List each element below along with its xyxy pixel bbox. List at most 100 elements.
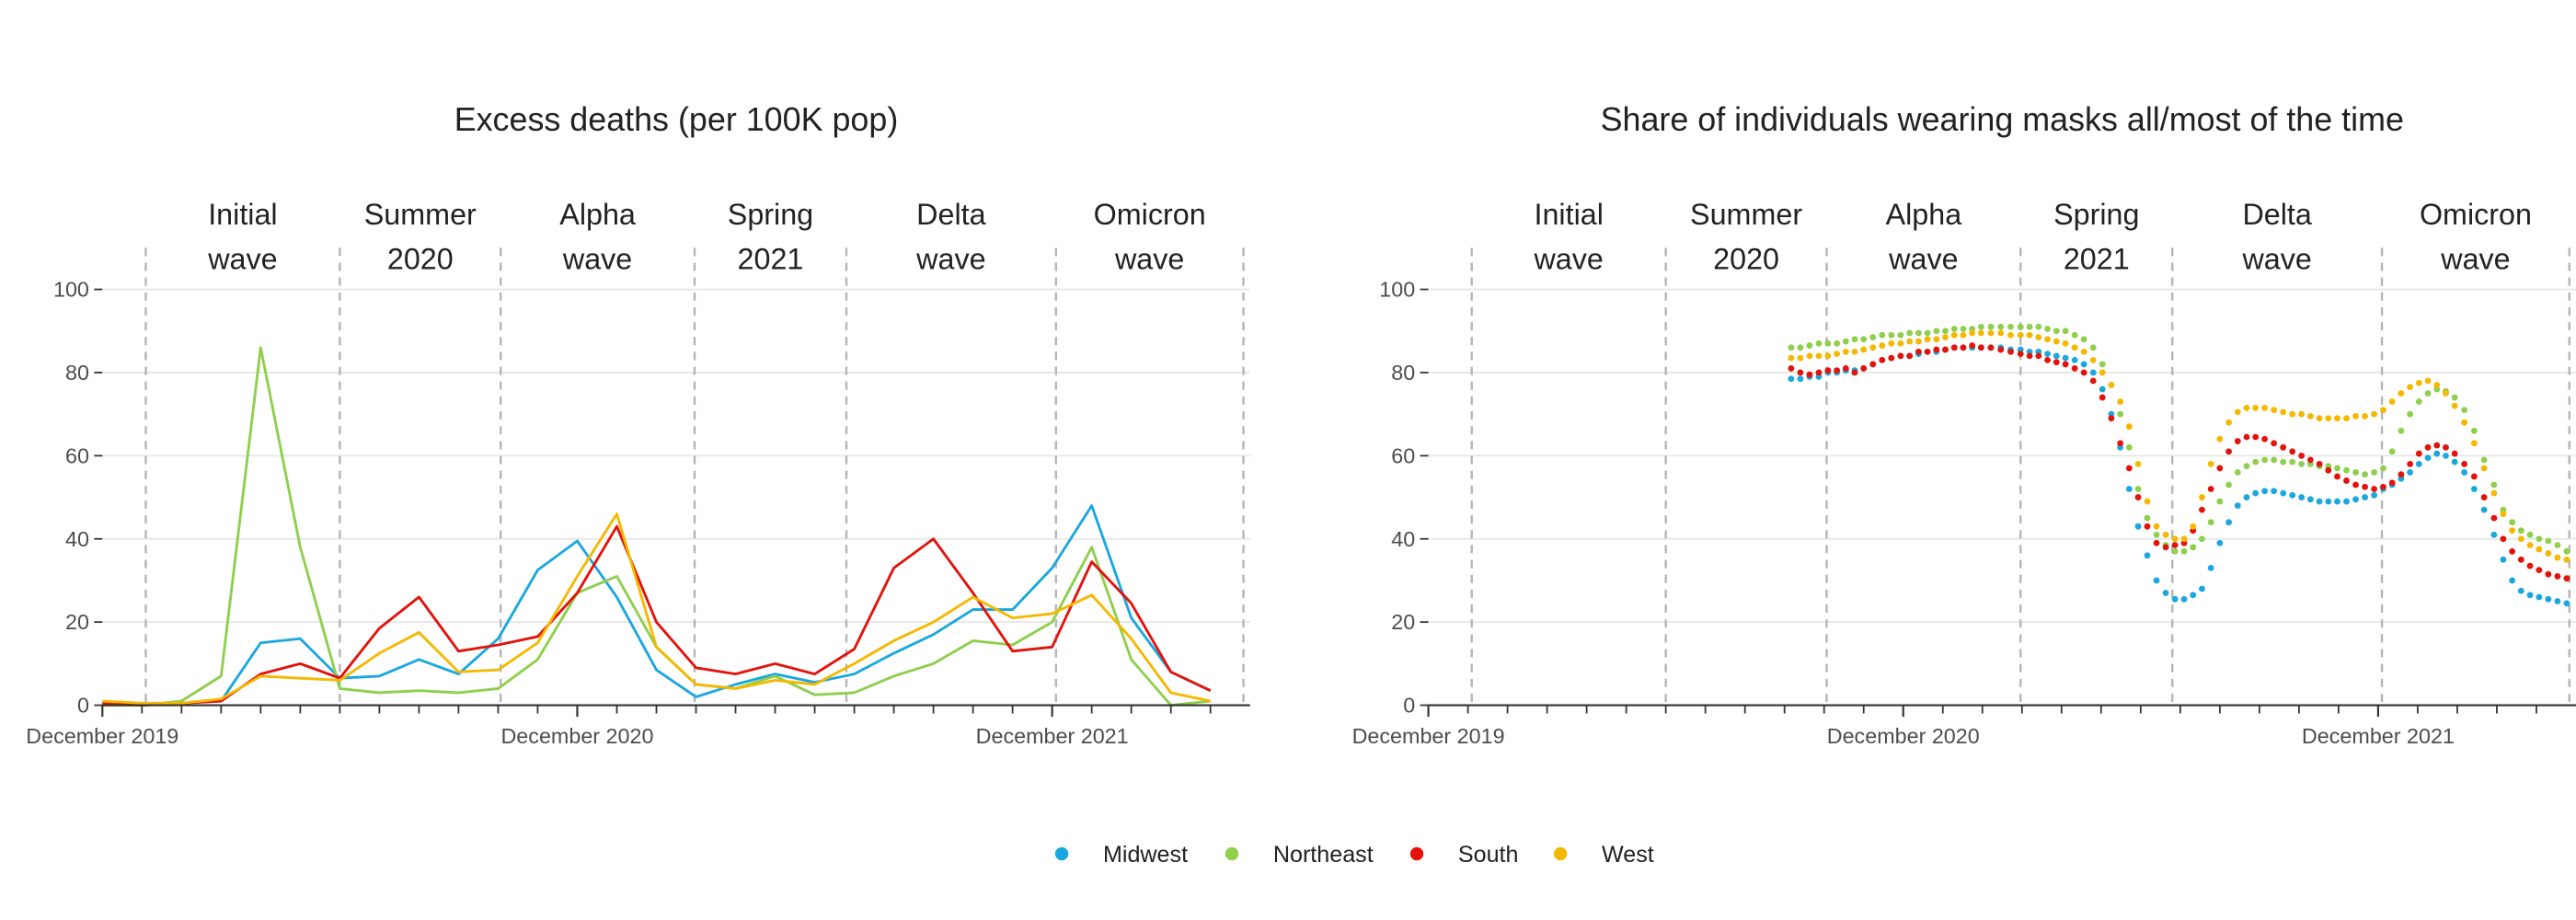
- data-point: [2099, 385, 2106, 393]
- data-point: [2108, 382, 2115, 388]
- data-point: [1906, 338, 1914, 345]
- data-point: [2026, 323, 2033, 330]
- data-point: [2044, 336, 2051, 343]
- data-point: [2334, 415, 2340, 422]
- data-point: [2371, 486, 2378, 492]
- data-point: [1824, 352, 1832, 360]
- legend-label: West: [1602, 842, 1654, 868]
- data-point: [1842, 348, 1849, 355]
- data-point: [2424, 454, 2432, 462]
- data-point: [2352, 413, 2359, 420]
- data-point: [2071, 344, 2078, 351]
- data-point: [2415, 460, 2422, 467]
- data-point: [2298, 460, 2306, 467]
- data-point: [2352, 496, 2359, 503]
- data-point: [2509, 577, 2516, 584]
- data-point: [2089, 344, 2097, 351]
- data-point: [2343, 498, 2350, 505]
- data-point: [2007, 348, 2014, 355]
- data-point: [2545, 595, 2552, 603]
- data-point: [1869, 344, 1877, 351]
- y-tick-label: 20: [1391, 610, 1415, 634]
- data-point: [1797, 375, 1804, 383]
- data-point: [2443, 390, 2449, 397]
- data-point: [1924, 348, 1931, 355]
- data-point: [1815, 369, 1823, 376]
- data-point: [1933, 328, 1940, 335]
- x-tick-label: December 2020: [1827, 724, 1980, 748]
- wave-label: Omicron: [1094, 198, 1206, 231]
- data-point: [2526, 562, 2534, 569]
- data-point: [2225, 519, 2232, 526]
- data-point: [1879, 342, 1886, 349]
- wave-label: wave: [915, 243, 985, 276]
- data-point: [2080, 336, 2087, 343]
- chart-title: Excess deaths (per 100K pop): [454, 101, 899, 138]
- series-line: [102, 512, 1211, 705]
- data-point: [1977, 344, 1984, 351]
- data-point: [2398, 427, 2405, 434]
- data-point: [1815, 352, 1823, 360]
- data-point: [2234, 408, 2241, 416]
- y-tick-label: 80: [1391, 361, 1415, 385]
- data-point: [2343, 415, 2350, 422]
- data-point: [2234, 502, 2241, 509]
- data-point: [2407, 384, 2414, 391]
- data-point: [2080, 369, 2087, 376]
- data-point: [2044, 326, 2051, 332]
- data-point: [2470, 427, 2478, 434]
- data-point: [2433, 382, 2441, 388]
- data-point: [2517, 535, 2524, 543]
- data-point: [2451, 458, 2458, 466]
- data-point: [2234, 469, 2241, 476]
- wave-label: wave: [1533, 243, 1603, 276]
- data-point: [2316, 460, 2323, 467]
- data-point: [1933, 336, 1940, 343]
- data-point: [2362, 413, 2368, 420]
- data-point: [2343, 477, 2350, 484]
- data-point: [1977, 329, 1984, 337]
- wave-label: wave: [562, 243, 632, 276]
- data-point: [2271, 407, 2278, 414]
- data-point: [2053, 352, 2060, 360]
- data-point: [2144, 514, 2151, 522]
- data-point: [1851, 369, 1858, 376]
- data-point: [2407, 469, 2414, 476]
- y-tick-label: 20: [65, 610, 89, 634]
- data-point: [2536, 546, 2543, 553]
- data-point: [2298, 410, 2306, 418]
- data-point: [2007, 323, 2014, 330]
- data-point: [2415, 398, 2422, 406]
- wave-label: 2020: [387, 243, 454, 276]
- data-point: [2171, 542, 2179, 548]
- data-point: [2509, 519, 2516, 526]
- data-point: [1915, 329, 1922, 337]
- data-point: [2306, 413, 2314, 420]
- data-point: [1806, 371, 1813, 378]
- data-point: [2099, 369, 2106, 376]
- data-point: [1950, 331, 1958, 339]
- data-point: [1860, 365, 1868, 372]
- data-point: [1860, 346, 1868, 353]
- data-point: [2563, 600, 2570, 607]
- y-tick-label: 60: [1391, 443, 1415, 467]
- data-point: [2371, 491, 2378, 499]
- data-point: [2509, 527, 2516, 535]
- data-point: [2144, 552, 2151, 559]
- legend-marker: [1409, 846, 1424, 861]
- data-point: [2190, 523, 2197, 530]
- legend-marker: [1553, 846, 1568, 861]
- data-point: [2062, 361, 2069, 368]
- data-point: [2563, 556, 2570, 563]
- data-point: [2017, 351, 2024, 358]
- legend-label: South: [1458, 842, 1519, 868]
- data-point: [2134, 460, 2142, 467]
- data-point: [1897, 339, 1904, 347]
- data-point: [2134, 494, 2142, 500]
- data-point: [2470, 473, 2478, 480]
- data-point: [1834, 367, 1841, 374]
- data-point: [2225, 481, 2232, 489]
- data-point: [2261, 435, 2269, 443]
- data-point: [2554, 573, 2561, 580]
